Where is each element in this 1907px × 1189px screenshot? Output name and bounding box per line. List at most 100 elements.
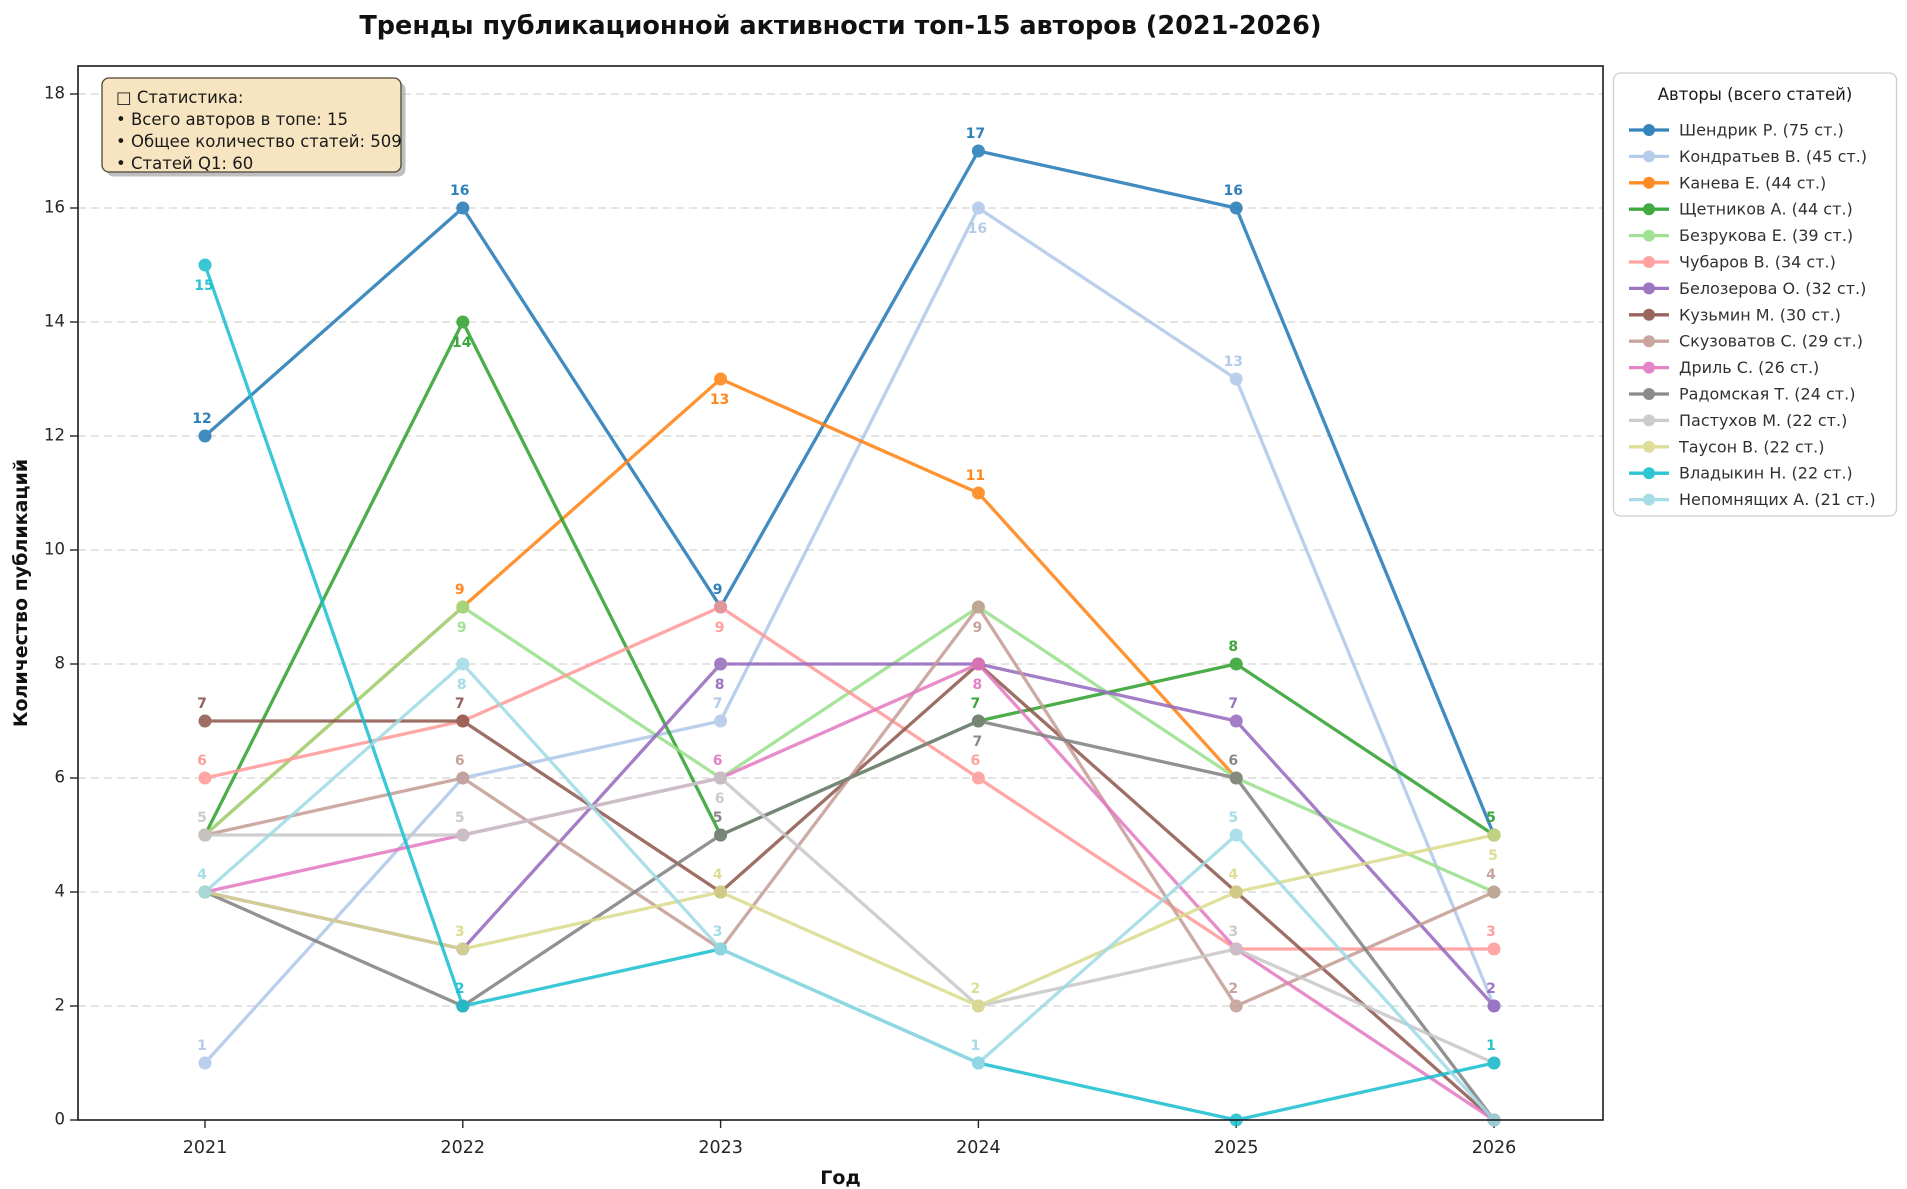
legend-marker-dot [1643, 467, 1655, 480]
value-label: 8 [715, 677, 725, 693]
chart-title: Тренды публикационной активности топ-15 … [359, 11, 1321, 41]
y-tick-label: 6 [55, 768, 66, 787]
data-point [456, 600, 470, 614]
value-label: 9 [715, 620, 725, 636]
legend-marker-dot [1643, 124, 1655, 136]
value-label: 6 [713, 753, 723, 769]
legend-label: Щетников А. (44 ст.) [1679, 200, 1853, 219]
legend-marker-dot [1643, 176, 1655, 189]
legend-label: Дриль С. (26 ст.) [1679, 358, 1819, 377]
value-label: 5 [197, 810, 207, 826]
data-point [1487, 828, 1501, 842]
legend-marker-dot [1643, 256, 1655, 268]
legend-marker-dot [1643, 440, 1655, 453]
legend-marker-dot [1643, 282, 1655, 295]
value-label: 1 [197, 1038, 207, 1054]
x-tick-label: 2021 [183, 1138, 228, 1158]
legend-marker-dot [1643, 150, 1655, 163]
value-label: 4 [197, 867, 207, 883]
data-point [971, 657, 985, 671]
value-label: 6 [197, 753, 207, 769]
legend-label: Канева Е. (44 ст.) [1679, 173, 1826, 192]
value-label: 8 [1228, 639, 1238, 655]
value-label: 4 [1486, 867, 1496, 883]
data-point [198, 771, 212, 785]
legend-marker-dot [1643, 361, 1655, 374]
series-line [203, 719, 1496, 1122]
data-point [971, 714, 985, 728]
x-tick-label: 2026 [1472, 1138, 1517, 1158]
value-label: 5 [713, 810, 723, 826]
legend-item: Шендрик Р. (75 ст.) [1629, 121, 1844, 140]
data-point [1487, 1056, 1501, 1070]
value-label: 16 [968, 221, 987, 237]
data-point [971, 1056, 985, 1070]
data-point [971, 201, 985, 215]
data-point [971, 486, 985, 500]
data-point [456, 201, 470, 215]
value-label: 7 [713, 696, 723, 712]
value-label: 1 [1486, 1038, 1496, 1054]
legend-marker-dot [1643, 388, 1655, 400]
legend-label: Скузоватов С. (29 ст.) [1679, 332, 1863, 351]
data-point [1487, 885, 1501, 899]
legend-label: Кондратьев В. (45 ст.) [1679, 147, 1867, 166]
y-tick-label: 10 [44, 540, 65, 559]
data-point [714, 828, 728, 842]
legend-item: Непомнящих А. (21 ст.) [1629, 490, 1876, 509]
legend-item: Кондратьев В. (45 ст.) [1629, 147, 1867, 166]
data-point [456, 999, 470, 1013]
value-label: 9 [457, 620, 467, 636]
legend-item: Кузьмин М. (30 ст.) [1629, 305, 1841, 324]
series-line [203, 662, 1496, 1122]
value-label: 15 [194, 278, 213, 294]
legend-label: Белозерова О. (32 ст.) [1679, 279, 1866, 298]
value-label: 3 [1486, 924, 1496, 940]
value-label: 8 [973, 677, 983, 693]
series-line [203, 776, 1496, 1065]
data-point [971, 999, 985, 1013]
series-line [203, 206, 1496, 1065]
value-label: 4 [1228, 867, 1238, 883]
legend-marker-dot [1643, 308, 1655, 321]
value-label: 9 [455, 582, 465, 598]
data-point [1229, 201, 1243, 215]
legend-marker-dot [1643, 203, 1655, 216]
plot-border [77, 65, 1604, 1121]
legend-label: Кузьмин М. (30 ст.) [1679, 305, 1841, 324]
legend-item: Пастухов М. (22 ст.) [1629, 411, 1847, 430]
legend-label: Безрукова Е. (39 ст.) [1679, 226, 1853, 245]
data-point [198, 714, 212, 728]
data-point [714, 942, 728, 956]
value-label: 9 [973, 620, 983, 636]
data-point [1487, 999, 1501, 1013]
data-point [1229, 771, 1243, 785]
y-tick-label: 2 [55, 996, 66, 1015]
data-point [456, 771, 470, 785]
value-label: 3 [713, 924, 723, 940]
x-tick-label: 2023 [698, 1138, 743, 1158]
value-label: 3 [1228, 924, 1238, 940]
value-label: 6 [715, 791, 725, 807]
data-point [714, 600, 728, 614]
value-label: 13 [1223, 354, 1242, 370]
legend-item: Безрукова Е. (39 ст.) [1629, 226, 1853, 245]
value-label: 6 [455, 753, 465, 769]
value-label: 5 [1488, 848, 1498, 864]
value-label: 17 [966, 126, 985, 142]
x-tick-label: 2025 [1214, 1138, 1259, 1158]
data-point [198, 429, 212, 443]
legend-marker-dot [1643, 414, 1655, 427]
y-tick-label: 8 [55, 654, 66, 673]
legend-label: Таусон В. (22 ст.) [1678, 437, 1824, 456]
value-label: 2 [1228, 981, 1238, 997]
value-label: 16 [450, 183, 469, 199]
legend-item: Таусон В. (22 ст.) [1629, 437, 1824, 456]
legend-label: Шендрик Р. (75 ст.) [1679, 121, 1844, 140]
legend: Авторы (всего статей) Шендрик Р. (75 ст.)… [1612, 72, 1898, 517]
value-label: 7 [973, 734, 983, 750]
legend-item: Чубаров В. (34 ст.) [1629, 253, 1836, 272]
value-label: 16 [1223, 183, 1242, 199]
